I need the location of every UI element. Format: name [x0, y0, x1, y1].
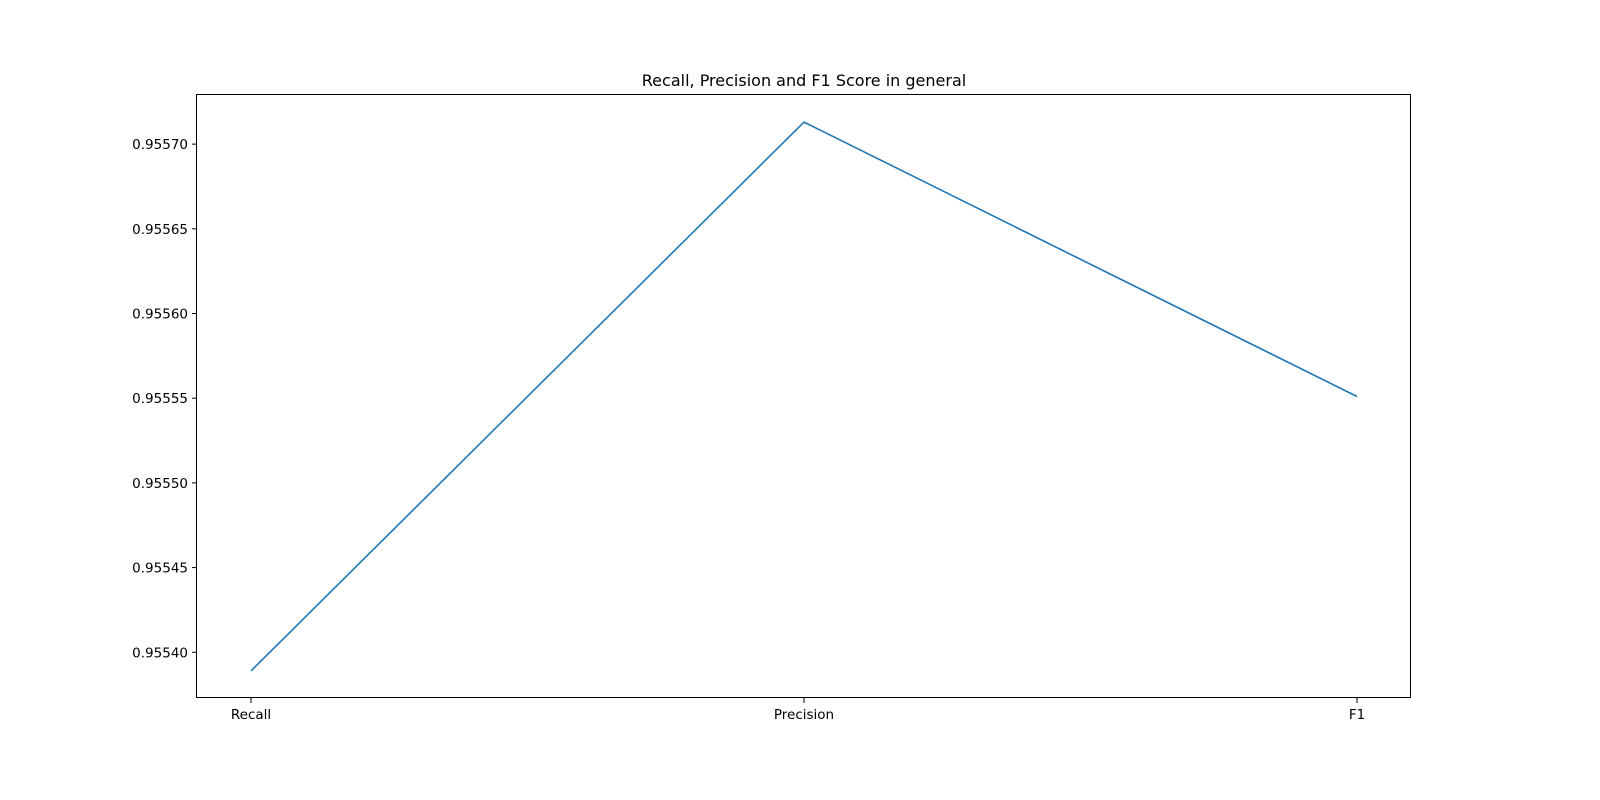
- y-tick-label: 0.95545: [132, 561, 188, 577]
- y-tick-label: 0.95560: [132, 307, 188, 323]
- x-axis: Recall Precision F1: [231, 698, 1365, 723]
- x-tick-label: F1: [1349, 707, 1365, 723]
- chart-title: Recall, Precision and F1 Score in genera…: [642, 71, 966, 90]
- y-tick-label: 0.95540: [132, 645, 188, 661]
- y-tick-label: 0.95555: [132, 391, 188, 407]
- plot-series: [250, 121, 1358, 672]
- y-tick-label: 0.95565: [132, 222, 188, 238]
- series-line: [250, 121, 1358, 672]
- x-tick-label: Precision: [774, 707, 834, 723]
- plot-frame: [196, 94, 1411, 698]
- x-tick-label: Recall: [231, 707, 271, 723]
- y-axis: 0.95540 0.95545 0.95550 0.95555 0.95560 0.955…: [132, 137, 197, 661]
- y-tick-label: 0.95570: [132, 137, 188, 153]
- y-tick-label: 0.95550: [132, 476, 188, 492]
